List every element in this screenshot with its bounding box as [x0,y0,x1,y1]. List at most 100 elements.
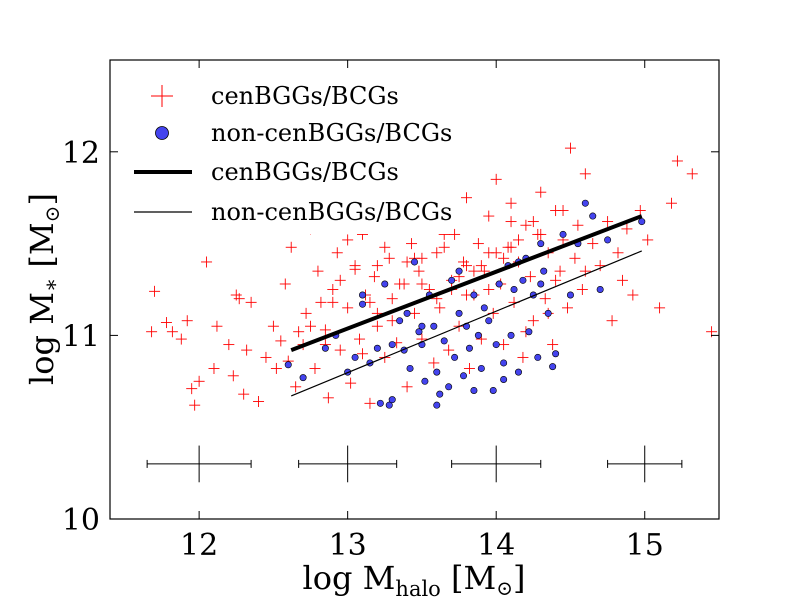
cen-point [498,252,510,264]
cen-point [428,357,440,369]
cen-point [334,274,346,286]
cen-point [654,302,666,314]
non-cen-point [500,359,508,367]
non-cen-point [537,280,545,288]
cen-point [409,307,420,319]
non-cen-point [500,375,508,383]
cen-point [189,399,201,411]
cen-point [438,241,450,253]
non-cen-point [448,276,456,284]
non-cen-point [351,353,359,361]
cen-point [505,197,517,209]
cen-point [539,293,551,305]
cen-point [181,315,193,327]
cen-point [665,197,677,209]
cen-point [594,260,606,272]
cen-point [211,320,223,332]
cen-point [312,265,324,277]
cen-point [238,388,250,400]
error-bar [298,445,398,483]
non-cen-point [433,401,441,409]
x-tick-label: 12 [180,528,218,563]
x-tick-label: 13 [329,528,367,563]
cen-point [394,278,406,290]
non-cen-point [470,386,478,394]
axes-frame [109,59,720,520]
non-cen-point [421,377,429,385]
cen-point [512,234,524,246]
x-tick-label: 15 [626,528,664,563]
cen-point [483,210,495,222]
cen-point [245,296,257,308]
cen-point [569,252,581,264]
cen-point [241,344,253,356]
cen-point [293,326,305,338]
non-cen-point [519,276,527,284]
non-cen-point [474,331,482,339]
cen-point [413,265,425,277]
cen-point [345,377,357,389]
cen-point [443,344,455,356]
cen-point [349,263,361,275]
non-cen-point [440,337,448,345]
cen-point [327,296,339,308]
cen-point [686,168,698,180]
non-cen-point [604,236,612,244]
cen-point [270,362,282,374]
cen-point [524,271,536,283]
non-cen-point [385,401,393,409]
non-cen-point [534,353,542,361]
cen-point [208,362,220,374]
non-cen-point [492,341,500,349]
cen-point [490,173,502,185]
non-cen-point [566,291,574,299]
non-cen-point [430,322,438,330]
cen-point [517,351,529,363]
non-cen-point [433,368,441,376]
y-axis-label: log M∗ [M⊙] [23,193,64,385]
non-cen-point [489,386,497,394]
non-cen-point [410,258,418,266]
cen-point [579,168,591,180]
cen-point [227,370,239,382]
cen-point [472,238,484,250]
cen-point [160,317,172,329]
non-cen-point [465,344,473,352]
y-tick-label: 11 [62,319,100,354]
non-cen-point [544,309,552,317]
non-cen-point [559,230,567,238]
cen-point [505,241,517,253]
non-cen-point [596,285,604,293]
cen-point [627,289,639,301]
cen-point [587,238,599,250]
cen-point [334,344,346,356]
non-cen-point [299,374,307,382]
cen-point [383,252,395,264]
cen-point [576,284,588,295]
non-cen-point [381,280,389,288]
cen-point [527,216,539,228]
non-cen-point [451,353,459,361]
non-cen-point [485,317,493,325]
cen-point [535,228,547,240]
non-cen-point [477,364,485,372]
x-tick-label: 14 [477,528,515,563]
error-bar [607,445,683,483]
legend: cenBGGs/BCGs non-cenBGGs/BCGs cenBGGs/BC… [124,74,454,234]
cen-point [233,293,245,305]
non-cen-point [359,291,367,299]
non-cen-point [403,309,411,317]
cen-point [671,155,683,167]
cen-point [342,302,354,314]
non-cen-point [537,240,545,248]
cen-point [331,247,343,259]
cen-point [285,241,297,253]
cen-point [379,241,391,253]
cen-point [146,326,158,338]
cen-point [505,216,517,228]
legend-marker-plus [151,85,173,107]
cen-point [300,307,312,319]
fit-line-cen [290,214,643,352]
non-cen-point [415,328,423,336]
error-bar [451,445,542,483]
